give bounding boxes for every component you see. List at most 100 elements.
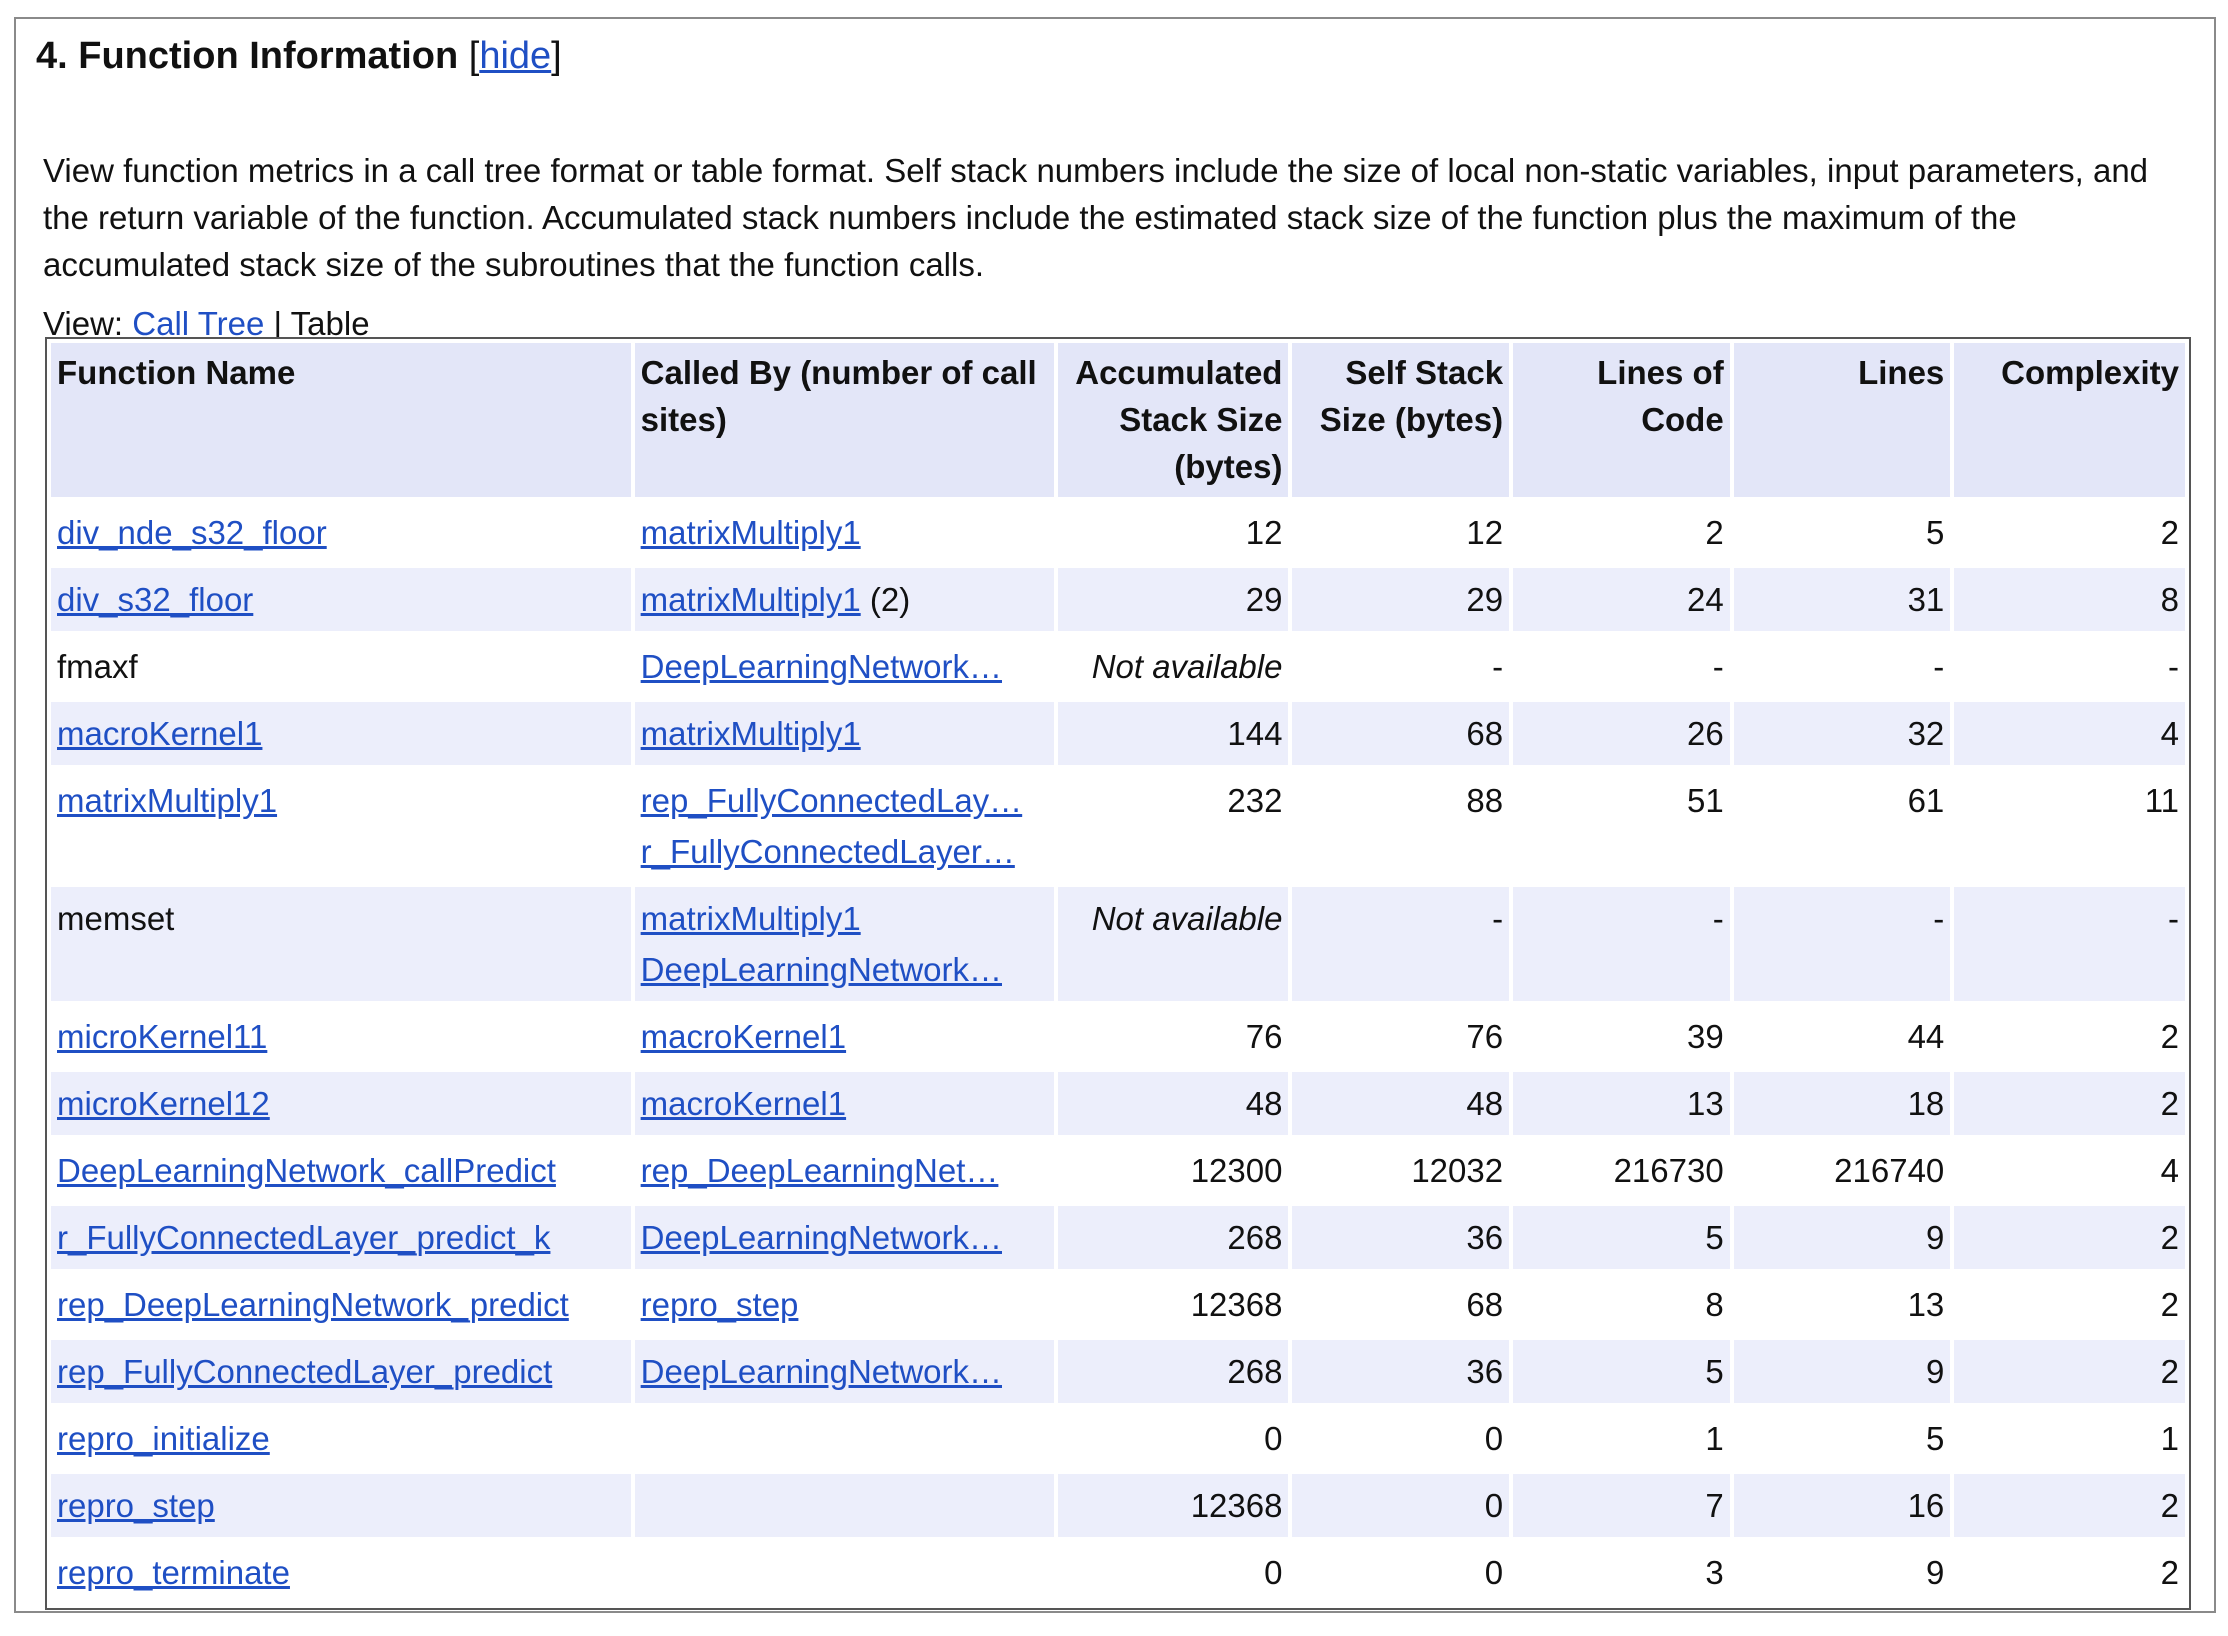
metric-cell: 48: [1292, 1072, 1509, 1135]
column-header: Function Name: [51, 343, 631, 497]
caller: DeepLearningNetwork…: [641, 641, 1048, 692]
table-row: repro_step1236807162: [51, 1474, 2185, 1537]
metric-value: 232: [1227, 782, 1282, 819]
metric-value: 9: [1926, 1554, 1944, 1591]
function-cell: div_nde_s32_floor: [51, 501, 631, 564]
metric-cell: 16: [1734, 1474, 1951, 1537]
metric-value: 2: [2161, 1353, 2179, 1390]
metric-cell: 5: [1734, 1407, 1951, 1470]
table-row: microKernel12macroKernel1484813182: [51, 1072, 2185, 1135]
metric-cell: 0: [1292, 1474, 1509, 1537]
function-cell: div_s32_floor: [51, 568, 631, 631]
caller-link[interactable]: rep_DeepLearningNet…: [641, 1152, 999, 1189]
column-header: Lines: [1734, 343, 1951, 497]
section-title: 4. Function Information [hide]: [36, 35, 562, 78]
metric-value: 8: [2161, 581, 2179, 618]
metric-value: 12: [1466, 514, 1503, 551]
caller: macroKernel1: [641, 1011, 1048, 1062]
metric-cell: 2: [1954, 1474, 2185, 1537]
metric-cell: 76: [1058, 1005, 1289, 1068]
metric-value: 39: [1687, 1018, 1724, 1055]
caller-link[interactable]: matrixMultiply1: [641, 715, 861, 752]
function-link[interactable]: microKernel11: [57, 1018, 267, 1055]
metric-value: 216730: [1614, 1152, 1724, 1189]
metric-value: -: [1933, 648, 1944, 685]
metric-cell: 24: [1513, 568, 1730, 631]
metric-value: 2: [2161, 1286, 2179, 1323]
metric-cell: 9: [1734, 1206, 1951, 1269]
metric-cell: 12300: [1058, 1139, 1289, 1202]
function-table: Function NameCalled By (number of call s…: [45, 337, 2191, 1610]
metric-value: -: [1933, 900, 1944, 937]
table-row: fmaxfDeepLearningNetwork…Not available--…: [51, 635, 2185, 698]
function-link[interactable]: matrixMultiply1: [57, 782, 277, 819]
caller: matrixMultiply1: [641, 893, 1048, 944]
function-link[interactable]: microKernel12: [57, 1085, 270, 1122]
metric-cell: Not available: [1058, 887, 1289, 1001]
table-row: rep_FullyConnectedLayer_predict DeepLearn…: [51, 1340, 2185, 1403]
called-by-cell: rep_FullyConnectedLay… r_FullyConnectedLa…: [635, 769, 1054, 883]
metric-value: 5: [1705, 1219, 1723, 1256]
column-header: Accumulated Stack Size (bytes): [1058, 343, 1289, 497]
caller-link[interactable]: matrixMultiply1: [641, 900, 861, 937]
table-row: memset matrixMultiply1 DeepLearningNetwork…: [51, 887, 2185, 1001]
metric-cell: 8: [1513, 1273, 1730, 1336]
function-link[interactable]: rep_FullyConnectedLayer_predict: [57, 1353, 552, 1390]
metric-value: 29: [1466, 581, 1503, 618]
metric-value: 12368: [1191, 1286, 1283, 1323]
metric-cell: Not available: [1058, 635, 1289, 698]
function-link[interactable]: repro_initialize: [57, 1420, 270, 1457]
function-link[interactable]: r_FullyConnectedLayer_predict_k: [57, 1219, 550, 1256]
metric-value: 76: [1246, 1018, 1283, 1055]
metric-value: 2: [2161, 514, 2179, 551]
metric-cell: -: [1734, 635, 1951, 698]
function-link[interactable]: div_s32_floor: [57, 581, 253, 618]
caller-link[interactable]: r_FullyConnectedLayer…: [641, 833, 1015, 870]
metric-value: -: [1492, 900, 1503, 937]
caller: rep_DeepLearningNet…: [641, 1145, 1048, 1196]
function-link[interactable]: repro_terminate: [57, 1554, 290, 1591]
metric-cell: 4: [1954, 1139, 2185, 1202]
function-link[interactable]: macroKernel1: [57, 715, 262, 752]
caller-link[interactable]: DeepLearningNetwork…: [641, 1219, 1002, 1256]
metric-cell: 4: [1954, 702, 2185, 765]
caller-link[interactable]: DeepLearningNetwork…: [641, 648, 1002, 685]
caller-link[interactable]: macroKernel1: [641, 1018, 846, 1055]
caller: DeepLearningNetwork…: [641, 1346, 1048, 1397]
metric-cell: 68: [1292, 1273, 1509, 1336]
caller-link[interactable]: DeepLearningNetwork…: [641, 951, 1002, 988]
metric-value: 0: [1485, 1420, 1503, 1457]
caller: matrixMultiply1: [641, 507, 1048, 558]
caller-link[interactable]: matrixMultiply1: [641, 581, 861, 618]
metric-cell: -: [1292, 635, 1509, 698]
function-link[interactable]: rep_DeepLearningNetwork_predict: [57, 1286, 569, 1323]
metric-value: 2: [2161, 1219, 2179, 1256]
function-link[interactable]: div_nde_s32_floor: [57, 514, 327, 551]
caller-link[interactable]: repro_step: [641, 1286, 799, 1323]
hide-link[interactable]: hide: [479, 35, 551, 77]
metric-cell: 32: [1734, 702, 1951, 765]
column-header: Called By (number of call sites): [635, 343, 1054, 497]
function-link[interactable]: repro_step: [57, 1487, 215, 1524]
function-name: fmaxf: [57, 648, 138, 685]
metric-cell: 0: [1058, 1407, 1289, 1470]
metric-cell: -: [1513, 635, 1730, 698]
metric-cell: 29: [1058, 568, 1289, 631]
metric-value: 24: [1687, 581, 1724, 618]
title: 4. Function Information: [36, 35, 458, 77]
caller-link[interactable]: macroKernel1: [641, 1085, 846, 1122]
metric-value: 12032: [1411, 1152, 1503, 1189]
metric-cell: 9: [1734, 1340, 1951, 1403]
metric-cell: 76: [1292, 1005, 1509, 1068]
caller: DeepLearningNetwork…: [641, 1212, 1048, 1263]
caller-link[interactable]: rep_FullyConnectedLay…: [641, 782, 1023, 819]
function-link[interactable]: DeepLearningNetwork_callPredict: [57, 1152, 556, 1189]
metric-cell: 2: [1954, 501, 2185, 564]
function-name: memset: [57, 900, 174, 937]
caller-link[interactable]: DeepLearningNetwork…: [641, 1353, 1002, 1390]
caller-link[interactable]: matrixMultiply1: [641, 514, 861, 551]
metric-value: 32: [1908, 715, 1945, 752]
metric-value: 5: [1705, 1353, 1723, 1390]
metric-value: 26: [1687, 715, 1724, 752]
